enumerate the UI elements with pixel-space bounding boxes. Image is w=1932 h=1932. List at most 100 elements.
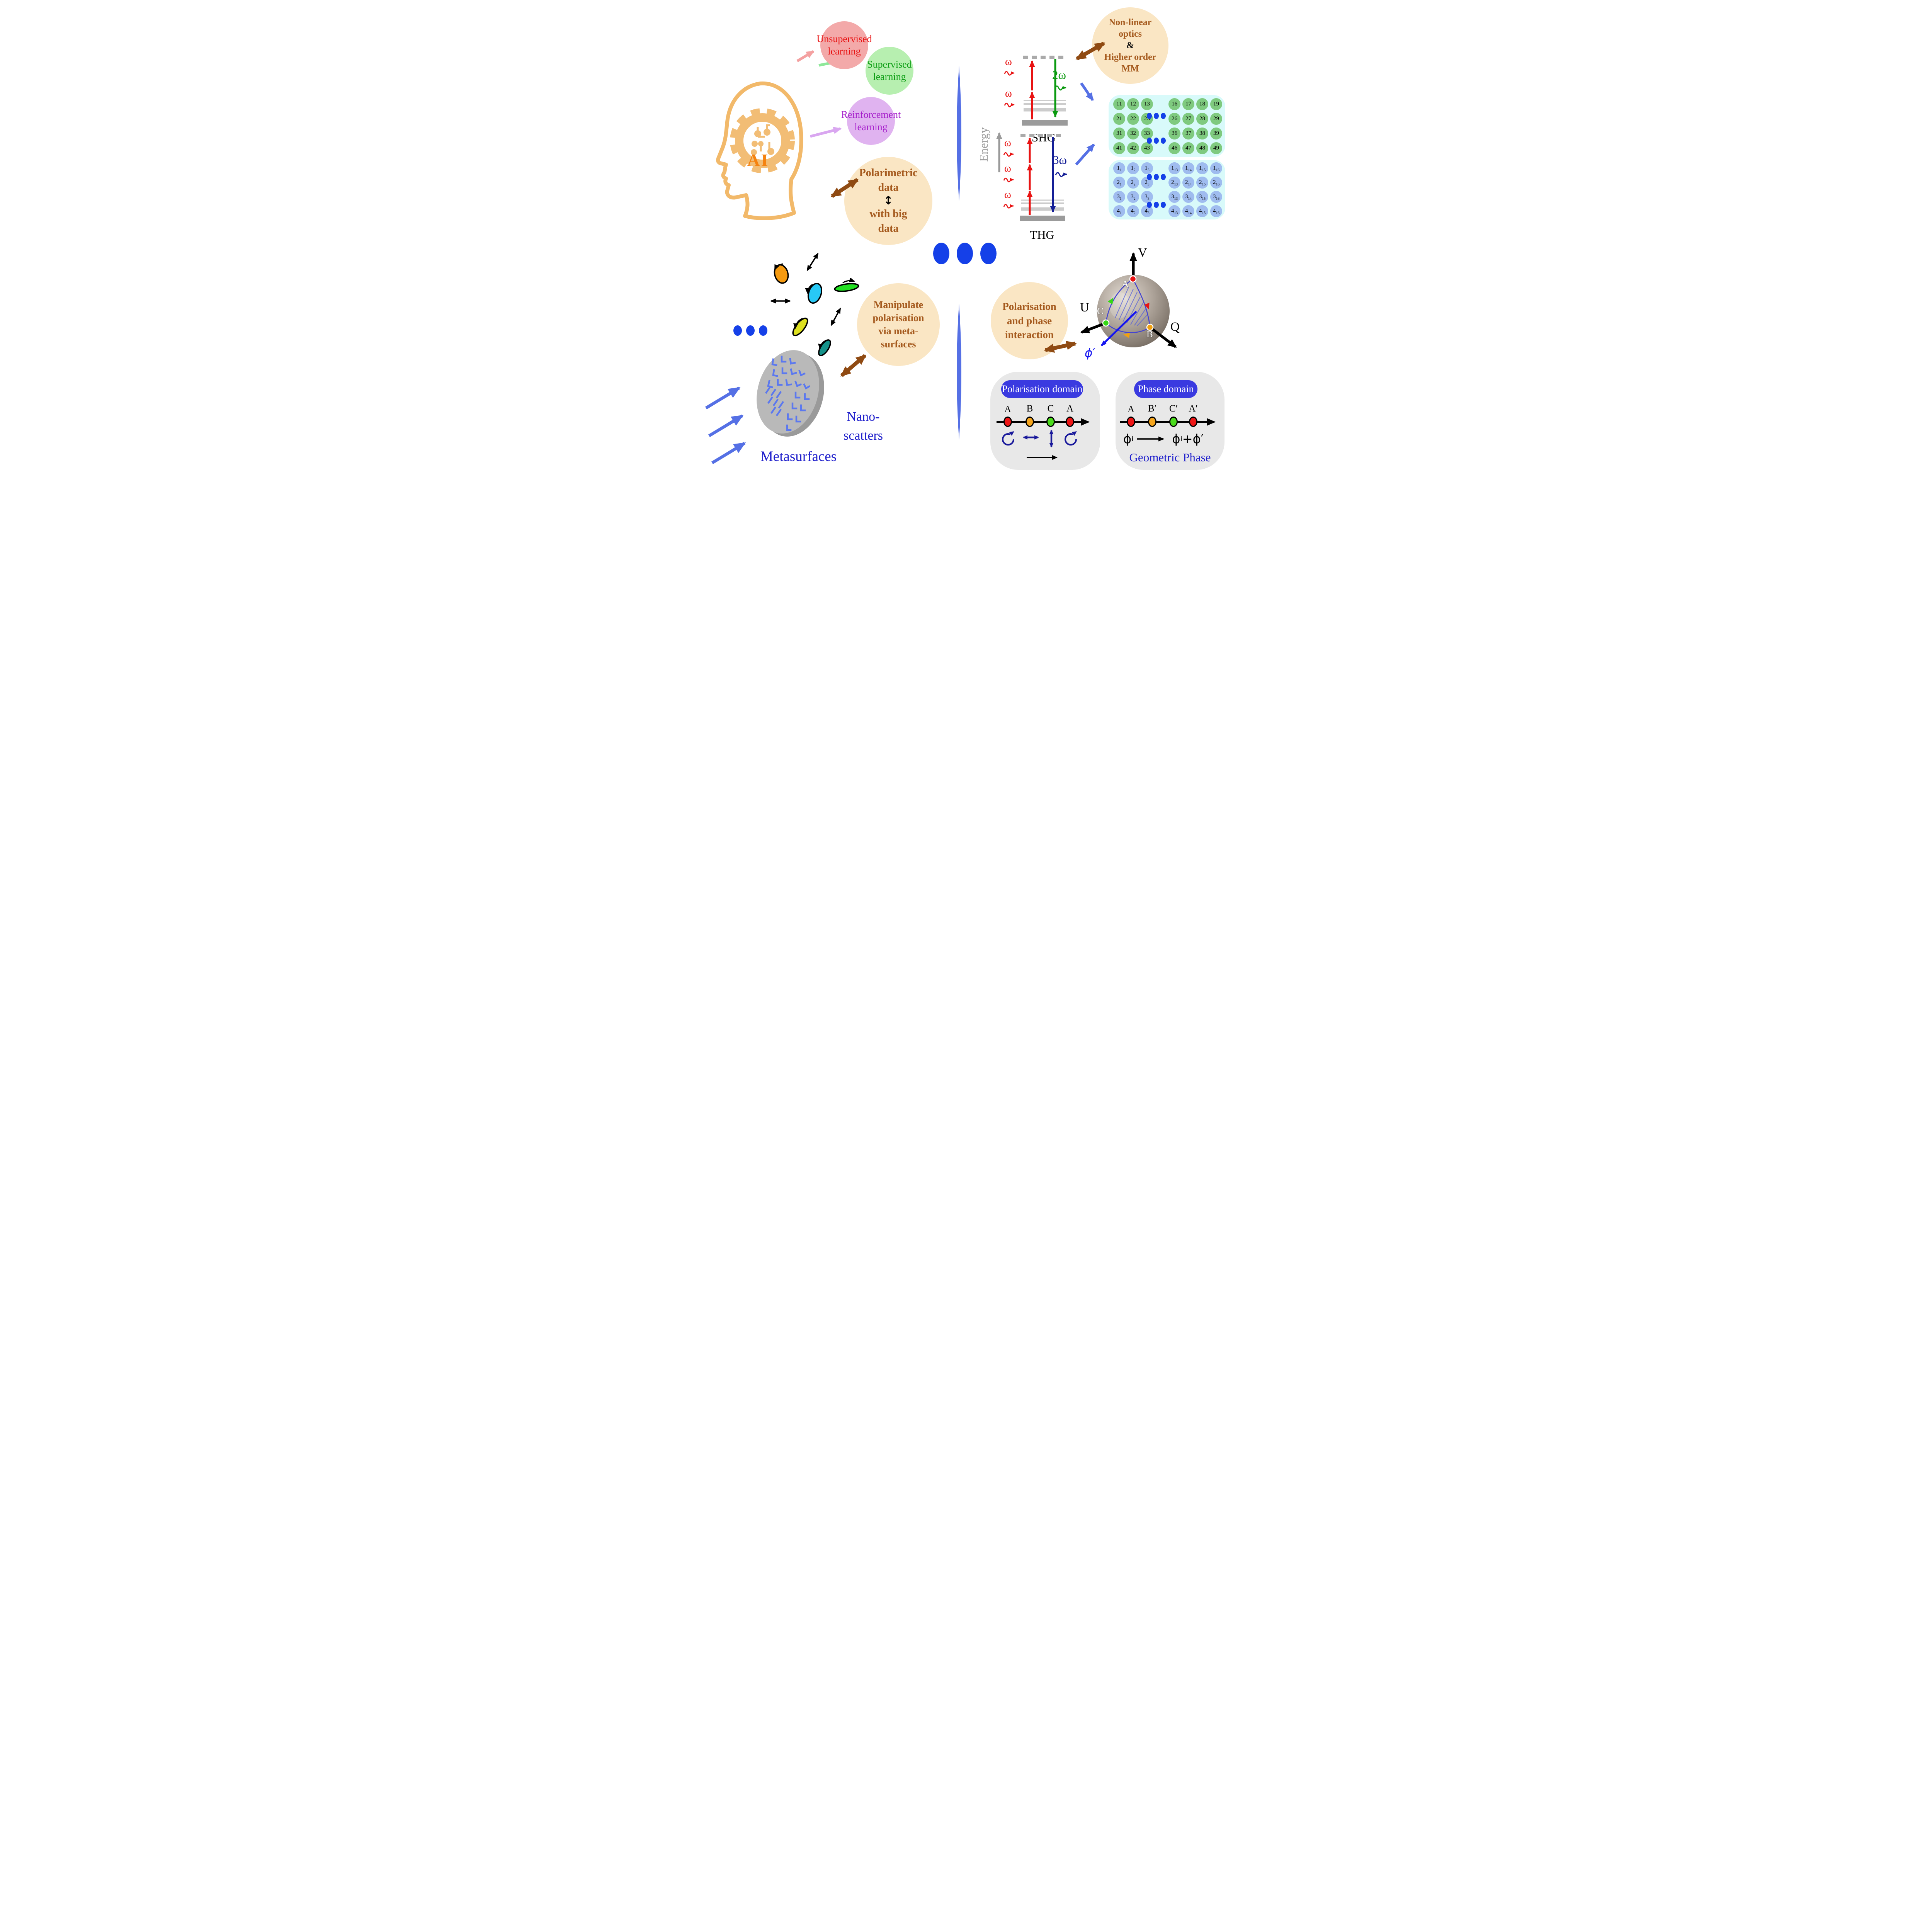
cell-base: 2 (1117, 179, 1120, 185)
reinforcement-learning-circle: Reinforcement learning (841, 97, 901, 145)
cell-subscript: 2 (1133, 183, 1136, 187)
phi-initial: ϕ (1123, 432, 1132, 446)
indexed-matrix-cell: 22 (1127, 177, 1139, 189)
cell-subscript: 3 (1147, 211, 1150, 215)
polarization-ellipse-green (834, 278, 859, 292)
cell-base: 1 (1213, 165, 1216, 171)
mueller-matrix-cell: 43 (1141, 142, 1153, 154)
indexed-matrix-cell: 313 (1168, 191, 1180, 203)
mueller-matrix-cell: 31 (1113, 128, 1125, 139)
scatterer-ellipsis-dots (733, 325, 767, 336)
mueller-matrix-cell: 29 (1210, 113, 1222, 125)
manipulate-line1: Manipulate (873, 299, 923, 311)
divider-lens-bottom (957, 304, 961, 440)
mueller-matrix-left-grid: 11 12 13 21 22 23 31 32 33 41 42 43 (1113, 98, 1153, 154)
reinforcement-label-line2: learning (854, 121, 888, 133)
cell-subscript: 15 (1202, 197, 1206, 201)
cell-base: 1 (1185, 165, 1188, 171)
arrow-to-mueller-matrix (1080, 82, 1094, 101)
cell-subscript: 15 (1202, 168, 1206, 172)
matrix-ellipsis (1147, 174, 1166, 180)
point-label: A (1004, 404, 1012, 415)
u-axis-arrow (1080, 321, 1107, 334)
head-outline (716, 81, 803, 220)
diagonal-polarization-arrow (830, 308, 841, 326)
indexed-matrix-cell: 314 (1182, 191, 1194, 203)
phi-prime-arrow (1101, 311, 1137, 346)
mueller-matrix-cell: 33 (1141, 128, 1153, 139)
supervised-label-line1: Supervised (867, 59, 912, 70)
polarization-ellipse-orange (774, 263, 789, 284)
indexed-matrix-cell: 114 (1182, 162, 1194, 174)
phi-result: ϕ (1172, 432, 1180, 446)
ai-polarimetric-link-arrow (830, 178, 859, 198)
sphere-point-c-label: C (1097, 306, 1104, 316)
interaction-line1: Polarisation (1002, 301, 1056, 313)
interaction-line2: and phase (1007, 315, 1052, 327)
metasurface-manipulate-link-arrow (840, 354, 867, 377)
horizontal-polarization-arrow (770, 298, 791, 304)
nano-scatterer-marks (765, 355, 811, 431)
cell-subscript: 2 (1133, 168, 1136, 172)
shg-output-label: 2ω (1052, 68, 1066, 82)
thg-output-label: 3ω (1053, 153, 1067, 167)
updown-arrow-icon: ↕ (883, 194, 893, 207)
point-label: B (1026, 403, 1033, 414)
mueller-matrix-cell: 16 (1168, 98, 1180, 110)
reinforcement-arrow-icon (810, 127, 842, 138)
polarization-ellipse-cyan (805, 283, 822, 304)
mueller-matrix-cell: 13 (1141, 98, 1153, 110)
cell-subscript: 1 (1119, 183, 1122, 187)
nlo-ampersand: & (1126, 41, 1134, 51)
cell-subscript: 2 (1133, 197, 1136, 201)
state-dot (1026, 417, 1034, 427)
cell-base: 3 (1199, 194, 1202, 200)
cell-base: 2 (1199, 179, 1202, 185)
supervised-label-line2: learning (873, 71, 906, 82)
cell-base: 3 (1131, 194, 1134, 200)
circuit-nodes (751, 129, 774, 155)
propagation-axis-arrow (1120, 418, 1216, 426)
unsupervised-learning-circle: Unsupervised learning (817, 21, 872, 69)
polarimetric-line4: data (878, 222, 899, 235)
indexed-matrix-cell: 115 (1196, 162, 1208, 174)
shg-omega-label-1: ω (1005, 56, 1012, 67)
state-dot (1127, 417, 1135, 427)
q-axis-arrow (1149, 326, 1177, 348)
incident-beam-arrow (705, 386, 741, 410)
nano-scatters-label: Nano- scatters (830, 407, 896, 446)
cell-base: 3 (1185, 194, 1188, 200)
cell-base: 3 (1145, 194, 1148, 200)
circular-polarization-icon (1002, 431, 1014, 446)
ellipsis-dot (980, 243, 997, 264)
cell-base: 1 (1131, 165, 1134, 171)
v-axis-label: V (1138, 246, 1147, 260)
cell-subscript: 13 (1174, 183, 1178, 187)
cell-base: 2 (1171, 179, 1174, 185)
indexed-matrix-cell: 32 (1127, 191, 1139, 203)
cell-subscript: 1 (1119, 211, 1122, 215)
cell-subscript: 15 (1202, 183, 1206, 187)
sphere-point-a-label: A (1122, 279, 1129, 289)
polarization-ellipse-teal (818, 339, 831, 356)
mueller-matrix-cell: 46 (1168, 142, 1180, 154)
phase-domain-title: Phase domain (1134, 380, 1197, 398)
mueller-matrix-cell: 37 (1182, 128, 1194, 139)
path-arrow-green (1108, 298, 1114, 304)
thg-title: THG (1030, 228, 1054, 242)
indexed-matrix-cell: 13 (1141, 162, 1153, 174)
indexed-matrix-cell: 413 (1168, 205, 1180, 217)
nano-scatters-line1: Nano- (847, 410, 880, 424)
point-label: A (1127, 404, 1135, 415)
interaction-line3: interaction (1005, 329, 1054, 341)
matrix-ellipsis (1147, 138, 1166, 144)
ellipsis-dot (759, 325, 767, 336)
mueller-matrix-cell: 47 (1182, 142, 1194, 154)
path-arrow-red (1144, 303, 1150, 310)
unsupervised-label-line2: learning (828, 46, 861, 57)
cell-subscript: 16 (1216, 211, 1220, 215)
indexed-matrix-cell: 215 (1196, 177, 1208, 189)
cell-base: 2 (1213, 179, 1216, 185)
indexed-matrix-cell: 116 (1210, 162, 1222, 174)
center-ellipsis-dots (933, 243, 997, 265)
